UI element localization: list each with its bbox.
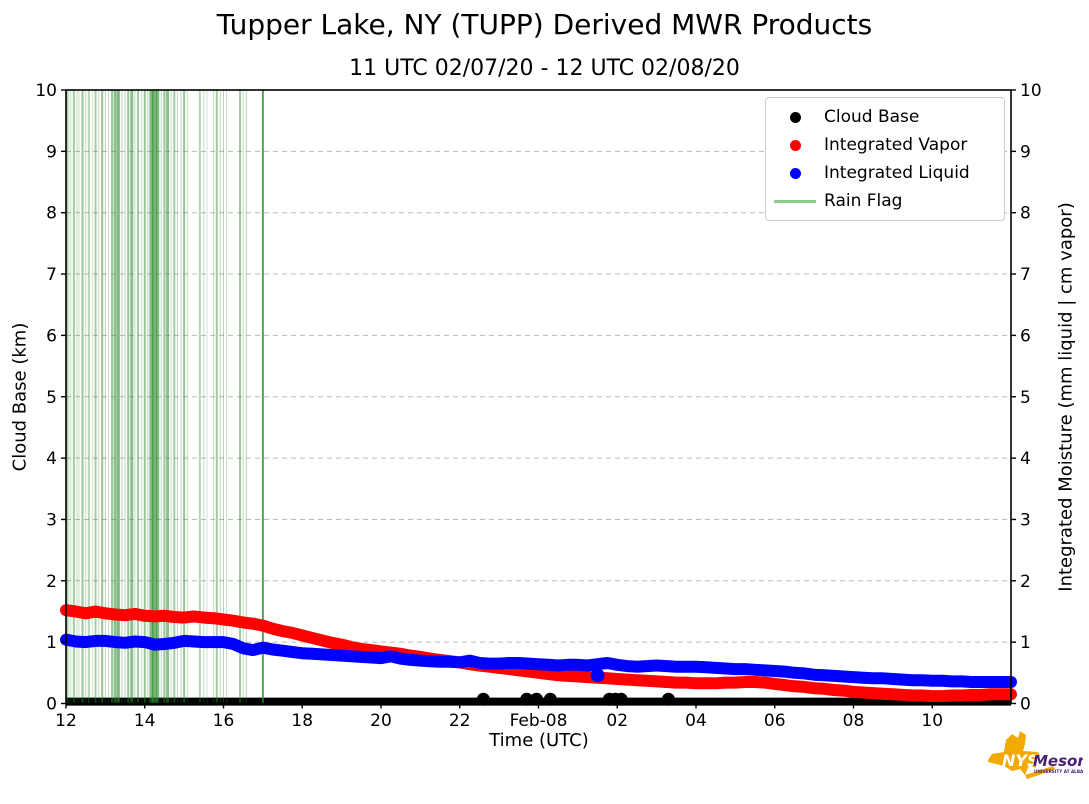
svg-text:3: 3 bbox=[46, 510, 57, 530]
svg-text:1: 1 bbox=[46, 633, 57, 653]
integrated-liquid-series bbox=[60, 633, 1017, 688]
logo-nys-text: NYS bbox=[1002, 751, 1039, 770]
svg-text:10: 10 bbox=[921, 711, 943, 731]
chart-title: Tupper Lake, NY (TUPP) Derived MWR Produ… bbox=[216, 8, 873, 41]
svg-text:1: 1 bbox=[1020, 633, 1031, 653]
svg-text:4: 4 bbox=[46, 449, 57, 469]
legend-item-integrated-vapor: Integrated Vapor bbox=[766, 131, 1004, 159]
legend: Cloud Base Integrated Vapor Integrated L… bbox=[765, 97, 1005, 221]
long-island-shape-icon bbox=[1025, 766, 1055, 779]
svg-text:8: 8 bbox=[1020, 204, 1031, 224]
svg-text:7: 7 bbox=[1020, 265, 1031, 285]
legend-item-cloud-base: Cloud Base bbox=[766, 103, 1004, 131]
svg-text:16: 16 bbox=[213, 711, 235, 731]
svg-text:10: 10 bbox=[35, 81, 57, 101]
svg-text:7: 7 bbox=[46, 265, 57, 285]
svg-text:04: 04 bbox=[685, 711, 707, 731]
y-axis-left-label: Cloud Base (km) bbox=[9, 322, 31, 472]
x-axis-ticks: 12 14 16 18 20 22 Feb-08 02 04 06 08 10 bbox=[55, 703, 943, 731]
cloud-base-points bbox=[476, 692, 675, 706]
svg-text:02: 02 bbox=[606, 711, 628, 731]
integrated-liquid-outlier-point bbox=[590, 668, 605, 683]
svg-text:20: 20 bbox=[370, 711, 392, 731]
chart-subtitle: 11 UTC 02/07/20 - 12 UTC 02/08/20 bbox=[349, 56, 740, 81]
svg-text:2: 2 bbox=[46, 572, 57, 592]
legend-item-integrated-liquid: Integrated Liquid bbox=[766, 159, 1004, 187]
nys-mesonet-logo: NYS Mesonet UNIVERSITY AT ALBANY bbox=[988, 731, 1083, 779]
logo-tagline-text: UNIVERSITY AT ALBANY bbox=[1034, 769, 1083, 774]
gridlines bbox=[66, 150, 1011, 643]
svg-text:5: 5 bbox=[46, 388, 57, 408]
svg-text:12: 12 bbox=[55, 711, 77, 731]
svg-text:06: 06 bbox=[764, 711, 786, 731]
ny-state-shape-icon bbox=[988, 731, 1040, 775]
y-axis-right-label: Integrated Moisture (mm liquid | cm vapo… bbox=[1055, 202, 1077, 592]
svg-text:4: 4 bbox=[1020, 449, 1031, 469]
integrated-vapor-series bbox=[60, 604, 1017, 703]
svg-text:08: 08 bbox=[843, 711, 865, 731]
svg-text:Feb-08: Feb-08 bbox=[510, 711, 568, 731]
svg-text:8: 8 bbox=[46, 204, 57, 224]
legend-label: Cloud Base bbox=[824, 107, 920, 127]
svg-text:9: 9 bbox=[1020, 142, 1031, 162]
svg-text:14: 14 bbox=[134, 711, 156, 731]
svg-text:6: 6 bbox=[46, 326, 57, 346]
svg-text:10: 10 bbox=[1020, 81, 1042, 101]
logo-mesonet-text: Mesonet bbox=[1033, 752, 1083, 770]
x-axis-label: Time (UTC) bbox=[489, 730, 589, 751]
rain-flag-line-icon bbox=[774, 199, 816, 203]
integrated-vapor-dot-icon bbox=[789, 139, 801, 151]
svg-text:22: 22 bbox=[449, 711, 471, 731]
legend-label: Rain Flag bbox=[824, 191, 903, 211]
y-axis-ticks: 0 0 1 1 2 2 3 3 4 4 5 5 6 6 7 7 8 8 9 9 10 10 bbox=[35, 81, 1041, 715]
cloud-base-dot-icon bbox=[789, 111, 801, 123]
svg-text:18: 18 bbox=[291, 711, 313, 731]
svg-text:0: 0 bbox=[46, 695, 57, 715]
svg-text:3: 3 bbox=[1020, 510, 1031, 530]
svg-text:6: 6 bbox=[1020, 326, 1031, 346]
integrated-liquid-dot-icon bbox=[789, 167, 801, 179]
svg-text:2: 2 bbox=[1020, 572, 1031, 592]
svg-text:0: 0 bbox=[1020, 695, 1031, 715]
svg-text:5: 5 bbox=[1020, 388, 1031, 408]
rain-flag-lines bbox=[65, 90, 264, 704]
legend-item-rain-flag: Rain Flag bbox=[766, 187, 1004, 215]
legend-label: Integrated Vapor bbox=[824, 135, 968, 155]
legend-label: Integrated Liquid bbox=[824, 163, 970, 183]
svg-text:9: 9 bbox=[46, 142, 57, 162]
